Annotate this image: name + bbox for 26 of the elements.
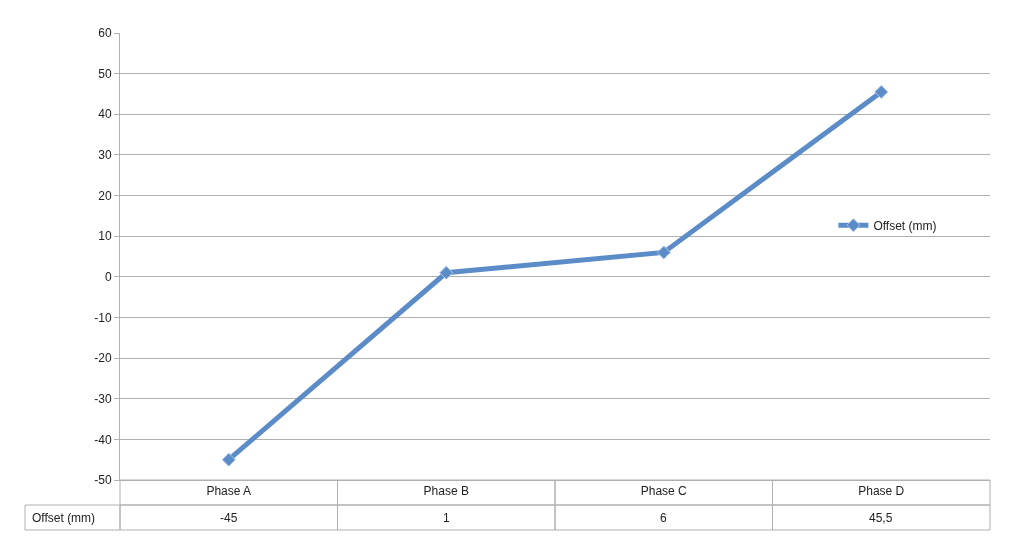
y-tick-label: 20: [98, 188, 112, 203]
y-tick-label: 10: [98, 229, 112, 244]
point: [221, 452, 236, 467]
data-label: 6: [660, 511, 667, 525]
y-tick-label: 50: [98, 66, 112, 81]
y-tick-label: 60: [98, 26, 112, 41]
y-tick-label: 30: [98, 148, 112, 163]
x-tick-label: Phase D: [858, 484, 905, 499]
x-tick-label: Phase A: [206, 484, 252, 499]
y-tick-label: -10: [94, 310, 112, 325]
y-tick-label: 0: [104, 270, 112, 285]
y-tick-label: 40: [98, 107, 112, 122]
data-label: 45,5: [869, 511, 893, 525]
y-tick-label: -30: [94, 391, 112, 406]
data-label: 1: [443, 511, 450, 525]
point: [656, 245, 671, 260]
y-tick-label: -20: [94, 351, 112, 366]
x-tick-label: Phase B: [423, 484, 469, 499]
text: Offset (mm): [32, 511, 96, 525]
y-tick-label: -40: [94, 432, 112, 447]
point: [439, 265, 454, 280]
point: [874, 84, 889, 99]
y-tick-label: -50: [94, 473, 112, 488]
data-label: -45: [220, 511, 238, 525]
legend-label: Offset (mm): [873, 218, 937, 233]
x-tick-label: Phase C: [640, 484, 688, 499]
